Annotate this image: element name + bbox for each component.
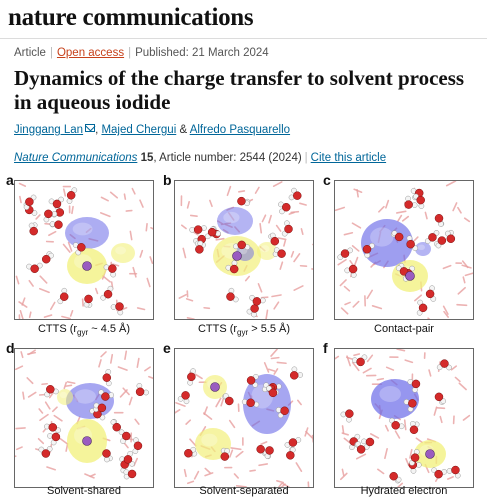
panel-label-b: b	[163, 172, 172, 188]
volume: 15	[140, 152, 154, 164]
panel-label-c: c	[323, 172, 331, 188]
figure-panel-c[interactable]	[334, 180, 474, 320]
molecular-snapshot	[335, 181, 473, 319]
caption-a: CTTS (rgyr ~ 4.5 Å)	[37, 323, 131, 338]
molecular-snapshot	[175, 349, 313, 487]
caption-b: CTTS (rgyr > 5.5 Å)	[197, 323, 291, 338]
caption-c: Contact-pair	[374, 323, 434, 335]
journal-link[interactable]: Nature Communications	[14, 152, 138, 164]
panel-label-d: d	[6, 340, 15, 356]
figure-panel-a[interactable]	[14, 180, 154, 320]
author-link-3[interactable]: Alfredo Pasquarello	[189, 124, 291, 136]
article-meta: Article | Open access | Published: 21 March …	[14, 47, 269, 59]
author-link-2[interactable]: Majed Chergui	[101, 124, 177, 136]
author-link-1[interactable]: Jinggang Lan	[14, 124, 84, 136]
header-divider	[0, 38, 487, 39]
panel-label-e: e	[163, 340, 171, 356]
published-date: Published: 21 March 2024	[135, 47, 269, 59]
molecular-snapshot	[178, 181, 313, 319]
cite-article-link[interactable]: Cite this article	[310, 152, 387, 164]
figure-panel-f[interactable]	[334, 348, 474, 488]
caption-e: Solvent-separated	[199, 485, 289, 497]
article-number: , Article number: 2544 (2024)	[153, 152, 302, 164]
article-type: Article	[14, 47, 46, 59]
journal-name[interactable]: nature communications	[8, 4, 254, 31]
panel-label-f: f	[323, 340, 328, 356]
molecular-snapshot	[15, 349, 153, 480]
email-icon[interactable]	[85, 124, 96, 132]
figure-panel-b[interactable]	[174, 180, 314, 320]
figure-panel-e[interactable]	[174, 348, 314, 488]
caption-d: Solvent-shared	[47, 485, 121, 497]
panel-label-a: a	[6, 172, 14, 188]
open-access-link[interactable]: Open access	[56, 47, 125, 59]
citation-line: Nature Communications 15, Article number…	[14, 152, 387, 164]
figure-panel-d[interactable]	[14, 348, 154, 488]
author-list: Jinggang Lan, Majed Chergui & Alfredo Pa…	[14, 124, 291, 136]
article-title: Dynamics of the charge transfer to solve…	[14, 66, 465, 114]
molecular-snapshot	[15, 182, 153, 319]
molecular-snapshot	[335, 349, 471, 487]
caption-f: Hydrated electron	[360, 485, 448, 497]
